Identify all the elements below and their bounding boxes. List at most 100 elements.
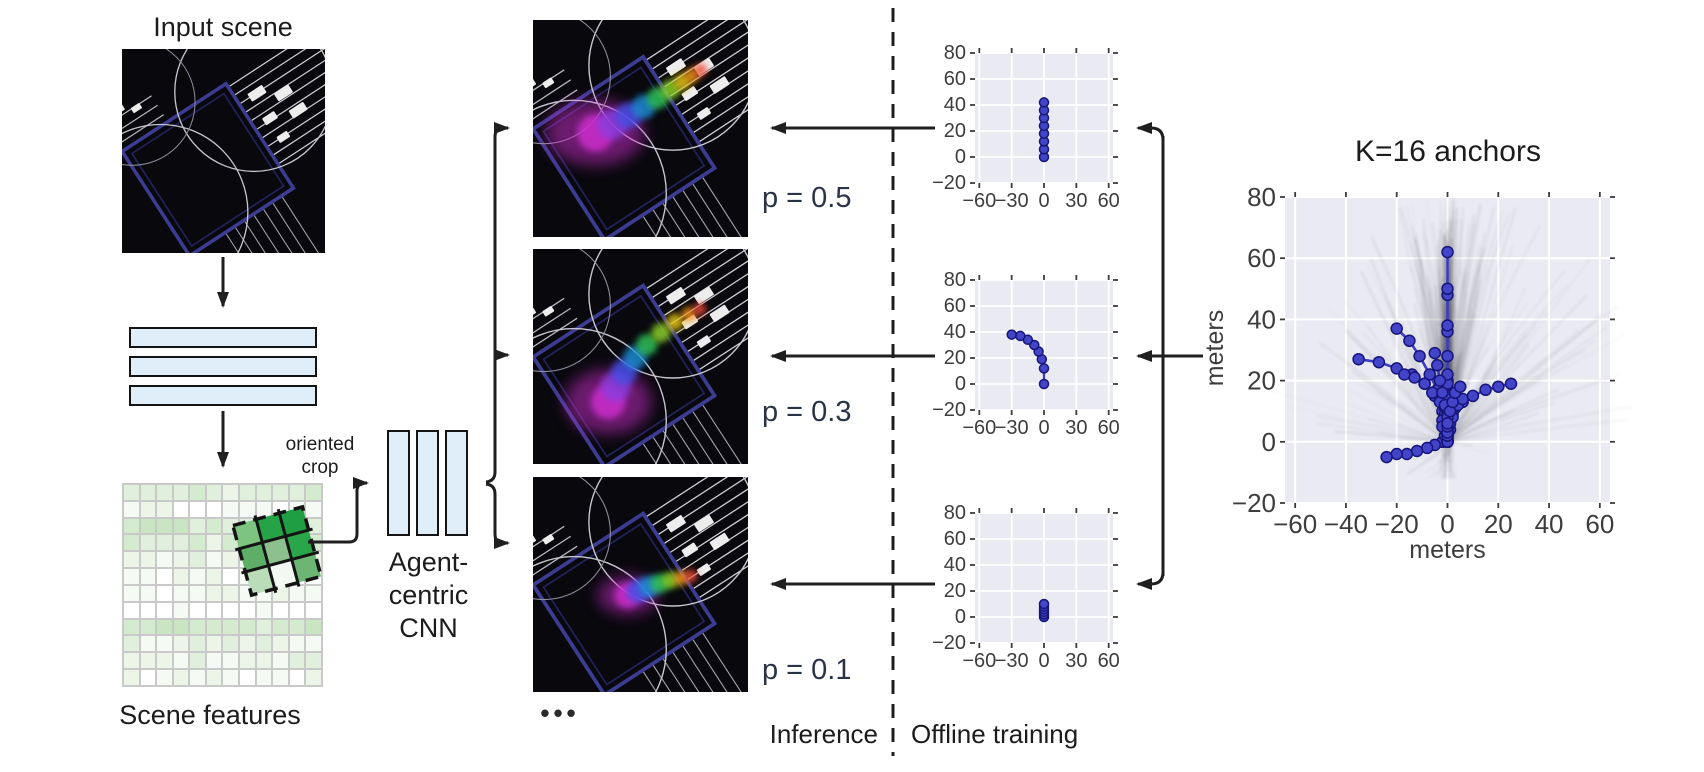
feature-cell: [157, 552, 172, 568]
feature-cell: [240, 670, 255, 685]
svg-text:60: 60: [944, 528, 966, 550]
brace-cnn-bottom: [485, 482, 510, 549]
feature-cell: [157, 501, 172, 517]
feature-cell: [190, 535, 205, 551]
svg-text:0: 0: [1038, 650, 1049, 672]
feature-cell: [256, 619, 272, 635]
feature-cell: [157, 518, 172, 534]
svg-text:40: 40: [944, 321, 966, 343]
feature-cell: [223, 602, 239, 618]
ellipsis-label: •••: [540, 698, 580, 728]
feature-cell: [306, 670, 321, 685]
feature-cell: [223, 670, 239, 685]
feature-cell: [157, 670, 172, 685]
svg-text:40: 40: [1247, 304, 1276, 334]
feature-cell: [140, 535, 156, 551]
trajectory-heatmap-image-1: [533, 20, 748, 237]
svg-text:60: 60: [1098, 650, 1120, 672]
feature-cell: [140, 602, 156, 618]
anchor-plot-title: K=16 anchors: [1355, 135, 1541, 168]
svg-text:80: 80: [944, 269, 966, 291]
feature-cell: [140, 670, 156, 685]
svg-text:0: 0: [1038, 190, 1049, 212]
feature-cell: [190, 552, 205, 568]
svg-text:−60: −60: [962, 417, 996, 439]
svg-text:−60: −60: [962, 190, 996, 212]
feature-cell: [140, 552, 156, 568]
svg-text:40: 40: [944, 94, 966, 116]
agent-cnn-layer-bar: [445, 430, 468, 536]
svg-text:20: 20: [944, 580, 966, 602]
feature-cell: [173, 670, 189, 685]
feature-cell: [289, 653, 305, 669]
feature-cell: [206, 518, 222, 534]
input-scene-image: [122, 49, 325, 253]
anchor-trajectory-plot-3: −60−30 0 30 60 80 60 40 20 0 −20: [932, 502, 1120, 672]
feature-cell: [173, 518, 189, 534]
feature-cell: [157, 535, 172, 551]
agent-cnn-layer-bar: [416, 430, 439, 536]
svg-text:40: 40: [1535, 509, 1564, 539]
feature-cell: [157, 569, 172, 584]
svg-text:60: 60: [1098, 190, 1120, 212]
inference-label: Inference: [769, 719, 878, 749]
feature-cell: [157, 619, 172, 635]
scene-features-label: Scene features: [119, 700, 301, 730]
svg-text:40: 40: [944, 554, 966, 576]
feature-cell: [173, 602, 189, 618]
anchor-plot-xlabel: meters: [1409, 536, 1486, 564]
feature-cell: [173, 619, 189, 635]
feature-cell: [256, 501, 272, 517]
feature-cell: [206, 585, 222, 601]
feature-cell: [256, 602, 272, 618]
feature-cell: [140, 619, 156, 635]
feature-cell: [190, 518, 205, 534]
feature-cell: [273, 485, 288, 500]
svg-text:0: 0: [1038, 417, 1049, 439]
feature-cell: [206, 670, 222, 685]
feature-cell: [240, 619, 255, 635]
feature-cell: [157, 485, 172, 500]
feature-cell: [206, 653, 222, 669]
feature-cell: [173, 535, 189, 551]
svg-text:80: 80: [944, 42, 966, 64]
oriented-crop-patch: [230, 504, 324, 598]
feature-cell: [273, 602, 288, 618]
svg-text:80: 80: [1247, 182, 1276, 212]
feature-cell: [173, 552, 189, 568]
feature-cell: [306, 653, 321, 669]
svg-text:60: 60: [1247, 243, 1276, 273]
feature-cell: [157, 653, 172, 669]
agent-cnn-label-line1: Agent-: [388, 547, 469, 577]
agent-cnn-layer-bar: [387, 430, 410, 536]
feature-cell: [273, 670, 288, 685]
svg-text:0: 0: [1440, 509, 1454, 539]
bracket-anchorset-bottom: [1136, 571, 1165, 590]
feature-cell: [256, 485, 272, 500]
svg-text:80: 80: [944, 502, 966, 524]
svg-text:30: 30: [1065, 650, 1087, 672]
svg-text:0: 0: [955, 373, 966, 395]
feature-cell: [124, 501, 139, 517]
svg-text:30: 30: [1065, 190, 1087, 212]
feature-cell: [124, 552, 139, 568]
offline-training-label: Offline training: [911, 719, 1079, 749]
trajectory-heatmap-image-3: [533, 477, 748, 692]
svg-text:−40: −40: [1324, 509, 1368, 539]
scene-cnn-layer-bar: [129, 385, 317, 406]
probability-label-3: p = 0.1: [762, 654, 852, 686]
input-scene-title: Input scene: [153, 12, 293, 42]
feature-cell: [190, 585, 205, 601]
feature-cell: [273, 653, 288, 669]
oriented-crop-label-line1: oriented: [285, 434, 355, 455]
feature-cell: [190, 501, 205, 517]
feature-cell: [223, 619, 239, 635]
feature-cell: [124, 585, 139, 601]
feature-cell: [190, 670, 205, 685]
feature-cell: [190, 485, 205, 500]
feature-cell: [206, 501, 222, 517]
scene-cnn-layer-bar: [129, 356, 317, 377]
feature-cell: [256, 670, 272, 685]
svg-text:0: 0: [955, 606, 966, 628]
anchor-trajectory-plot-1: −60−30 0 30 60 80 60 40 20 0 −20: [932, 42, 1120, 212]
